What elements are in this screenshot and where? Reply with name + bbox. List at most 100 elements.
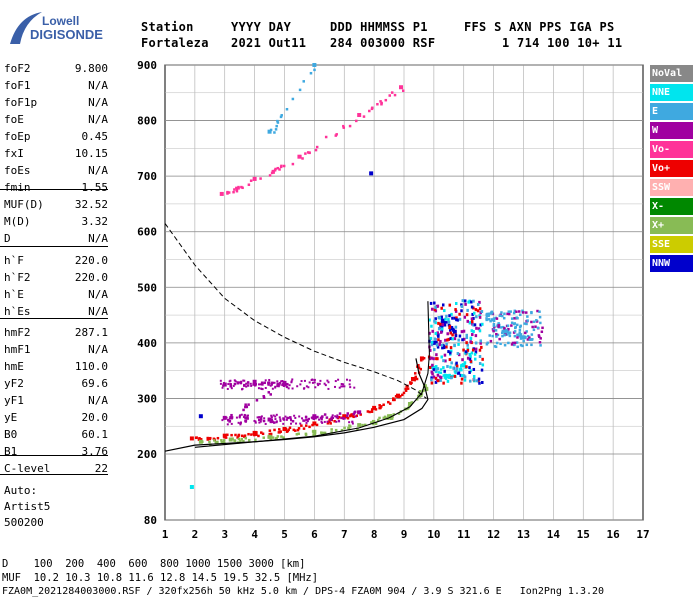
- echo-point: [392, 397, 395, 400]
- echo-point: [434, 380, 438, 384]
- echo-point: [429, 301, 433, 305]
- echo-point: [528, 336, 531, 339]
- echo-point: [516, 345, 519, 349]
- echo-point: [317, 384, 320, 387]
- echo-point: [436, 345, 440, 349]
- param-row: foF1 N/A: [4, 79, 108, 96]
- echo-point: [480, 345, 483, 349]
- echo-point: [470, 320, 474, 324]
- echo-point: [314, 148, 318, 152]
- echo-point: [516, 336, 519, 339]
- echo-point: [462, 348, 465, 352]
- echo-point: [327, 387, 330, 390]
- echo-point: [355, 414, 358, 418]
- echo-point: [429, 336, 433, 340]
- param-key: fxI: [4, 147, 24, 160]
- echo-point: [285, 430, 289, 433]
- echo-point: [485, 317, 488, 320]
- autoscale-version: 500200: [4, 516, 44, 529]
- echo-point: [296, 428, 300, 432]
- echo-point: [267, 418, 270, 421]
- echo-point: [310, 416, 313, 419]
- param-row: hmF2 287.1: [4, 326, 108, 343]
- echo-point: [526, 338, 530, 341]
- echo-point: [526, 334, 530, 338]
- echo-point: [519, 337, 523, 340]
- echo-point: [458, 317, 462, 321]
- echo-point: [295, 433, 299, 436]
- echo-point: [534, 325, 537, 328]
- echo-point: [474, 334, 478, 338]
- y-tick-label: 700: [137, 170, 157, 183]
- legend-item: X-: [650, 198, 693, 215]
- echo-point: [479, 323, 482, 327]
- echo-point: [430, 324, 433, 328]
- y-tick-label: 400: [137, 337, 157, 350]
- echo-point: [406, 387, 410, 390]
- echo-point: [340, 428, 344, 432]
- echo-point: [262, 396, 266, 399]
- echo-point: [273, 381, 276, 384]
- param-row: C-level 22: [4, 462, 108, 479]
- echo-point: [498, 314, 502, 317]
- echo-point: [465, 365, 468, 369]
- echo-point: [258, 418, 261, 422]
- echo-point: [443, 373, 447, 377]
- echo-point: [510, 321, 514, 325]
- echo-point: [300, 380, 303, 383]
- echo-point: [473, 311, 476, 315]
- echo-point: [431, 340, 436, 345]
- echo-point: [306, 151, 310, 154]
- echo-point: [368, 410, 371, 414]
- param-value: 110.0: [74, 360, 108, 373]
- echo-point: [256, 416, 259, 419]
- echo-point: [462, 337, 466, 341]
- echo-point: [469, 369, 473, 373]
- echo-point: [460, 330, 464, 334]
- echo-point: [298, 88, 302, 92]
- echo-point: [316, 415, 319, 419]
- echo-point: [293, 429, 297, 432]
- echo-point: [236, 381, 239, 385]
- echo-point: [519, 343, 523, 347]
- echo-point: [305, 418, 308, 421]
- echo-point: [321, 421, 324, 424]
- y-tick-label: 500: [137, 281, 157, 294]
- x-tick-label: 3: [221, 528, 228, 541]
- echo-point: [274, 418, 277, 421]
- param-key: foE: [4, 113, 24, 126]
- echo-point: [315, 145, 319, 149]
- param-value: 20.0: [81, 411, 109, 424]
- echo-point: [539, 337, 542, 340]
- echo-point: [485, 313, 488, 317]
- echo-point: [487, 314, 491, 317]
- echo-point: [224, 436, 228, 439]
- echo-point: [297, 154, 302, 159]
- echo-point: [453, 337, 457, 341]
- echo-point: [376, 102, 379, 106]
- echo-point: [295, 422, 298, 425]
- header-value-date: 2021 Out11: [231, 36, 307, 50]
- echo-point: [457, 342, 460, 346]
- echo-point: [444, 359, 447, 363]
- echo-point: [346, 414, 349, 418]
- echo-point: [463, 361, 467, 365]
- echo-point: [474, 341, 478, 345]
- echo-point: [337, 419, 340, 422]
- echo-point: [324, 135, 328, 139]
- echo-point: [282, 417, 285, 420]
- echo-point: [480, 310, 484, 314]
- echo-point: [239, 439, 242, 443]
- echo-point: [458, 312, 461, 316]
- echo-point: [541, 326, 544, 330]
- echo-point: [457, 353, 461, 357]
- echo-point: [513, 309, 517, 313]
- echo-point: [312, 429, 317, 434]
- echo-point: [214, 441, 218, 444]
- echo-point: [453, 316, 457, 320]
- echo-point: [225, 416, 228, 419]
- echo-point: [285, 418, 288, 421]
- echo-point: [282, 436, 285, 439]
- echo-point: [276, 119, 279, 123]
- echo-point: [455, 367, 459, 371]
